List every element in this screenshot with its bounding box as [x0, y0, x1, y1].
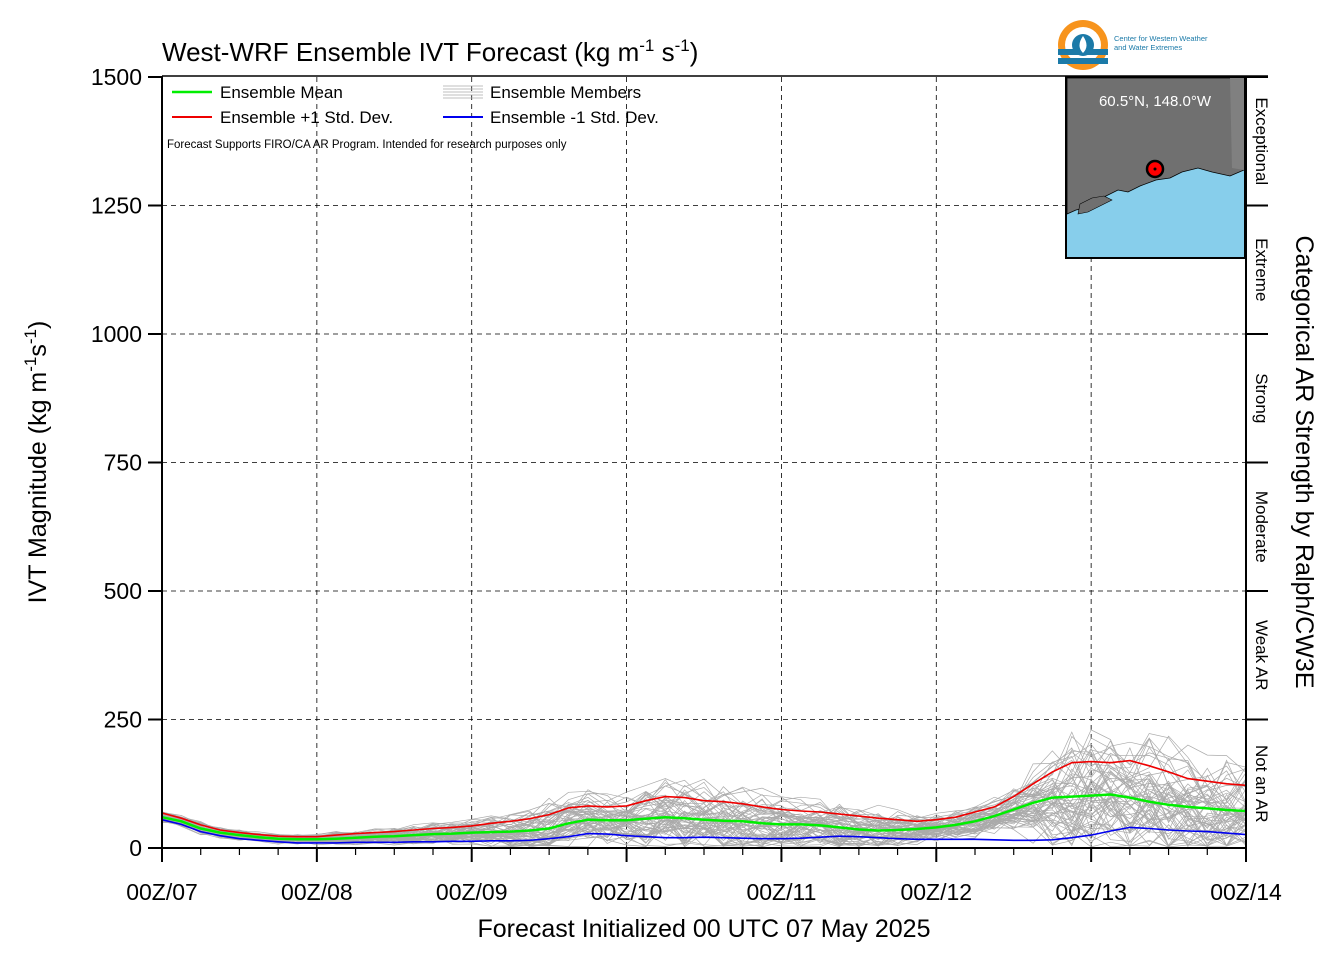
- category-label: Strong: [1252, 373, 1271, 423]
- y-tick-label: 0: [129, 835, 142, 861]
- series-line-ensemble-1-std-dev-: [161, 759, 1247, 838]
- y-axis-ticks: 0 250 500 750 1000 1250 1500: [91, 64, 162, 861]
- y-tick-label: 250: [104, 707, 142, 733]
- ensemble-member-line: [161, 798, 1247, 848]
- ensemble-member-line: [161, 799, 1247, 846]
- category-label: Exceptional: [1252, 97, 1271, 185]
- y-tick-label: 1000: [91, 321, 142, 347]
- x-tick-label: 00Z/09: [436, 879, 508, 905]
- chart-title: West-WRF Ensemble IVT Forecast (kg m-1 s…: [162, 36, 698, 67]
- x-tick-label: 00Z/10: [591, 879, 663, 905]
- legend-minus-label: Ensemble -1 Std. Dev.: [490, 108, 659, 127]
- research-note: Forecast Supports FIRO/CA AR Program. In…: [167, 139, 567, 151]
- legend: Ensemble Mean Ensemble +1 Std. Dev. Ense…: [167, 83, 659, 151]
- legend-mean-label: Ensemble Mean: [220, 83, 343, 102]
- legend-plus-label: Ensemble +1 Std. Dev.: [220, 108, 393, 127]
- series-line-ensemble-1-std-dev-: [161, 818, 1247, 844]
- inset-map: 60.5°N, 148.0°W: [1065, 76, 1246, 259]
- ensemble-member-line: [161, 819, 1247, 848]
- y-tick-label: 1500: [91, 64, 142, 90]
- series-line-ensemble-mean: [161, 793, 1247, 841]
- ensemble-members-group: [161, 729, 1247, 848]
- x-tick-label: 00Z/14: [1210, 879, 1282, 905]
- category-label: Moderate: [1252, 491, 1271, 563]
- logo-text-line1: Center for Western Weather: [1114, 34, 1208, 43]
- x-tick-label: 00Z/07: [126, 879, 198, 905]
- category-label: Weak AR: [1252, 620, 1271, 691]
- category-label: Extreme: [1252, 238, 1271, 301]
- right-axis-label: Categorical AR Strength by Ralph/CW3E: [1290, 236, 1318, 689]
- y-tick-label: 1250: [91, 193, 142, 219]
- legend-members-label: Ensemble Members: [490, 83, 641, 102]
- ensemble-member-line: [161, 731, 1247, 839]
- x-axis-ticks: 00Z/07 00Z/08 00Z/09 00Z/10 00Z/11 00Z/12 00Z/…: [126, 848, 1282, 905]
- logo-text-line2: and Water Extremes: [1114, 43, 1182, 52]
- x-axis-label: Forecast Initialized 00 UTC 07 May 2025: [478, 915, 931, 943]
- category-label: Not an AR: [1252, 745, 1271, 823]
- inset-location-label: 60.5°N, 148.0°W: [1099, 93, 1212, 110]
- island-icon: [1077, 195, 1113, 215]
- ar-category-scale: Not an AR Weak AR Moderate Strong Extreme Exc…: [1246, 76, 1271, 823]
- y-tick-label: 500: [104, 578, 142, 604]
- x-tick-label: 00Z/13: [1055, 879, 1127, 905]
- y-axis-label: IVT Magnitude (kg m-1s-1): [21, 321, 52, 604]
- x-tick-label: 00Z/11: [746, 879, 816, 905]
- x-tick-label: 00Z/08: [281, 879, 353, 905]
- x-tick-label: 00Z/12: [900, 879, 972, 905]
- y-tick-label: 750: [104, 450, 142, 476]
- legend-members-swatch: [443, 85, 483, 99]
- ensemble-member-line: [161, 798, 1247, 848]
- cw3e-logo: Center for Western Weather and Water Ext…: [1058, 20, 1208, 70]
- series-group: [161, 759, 1247, 844]
- ensemble-member-line: [161, 733, 1247, 839]
